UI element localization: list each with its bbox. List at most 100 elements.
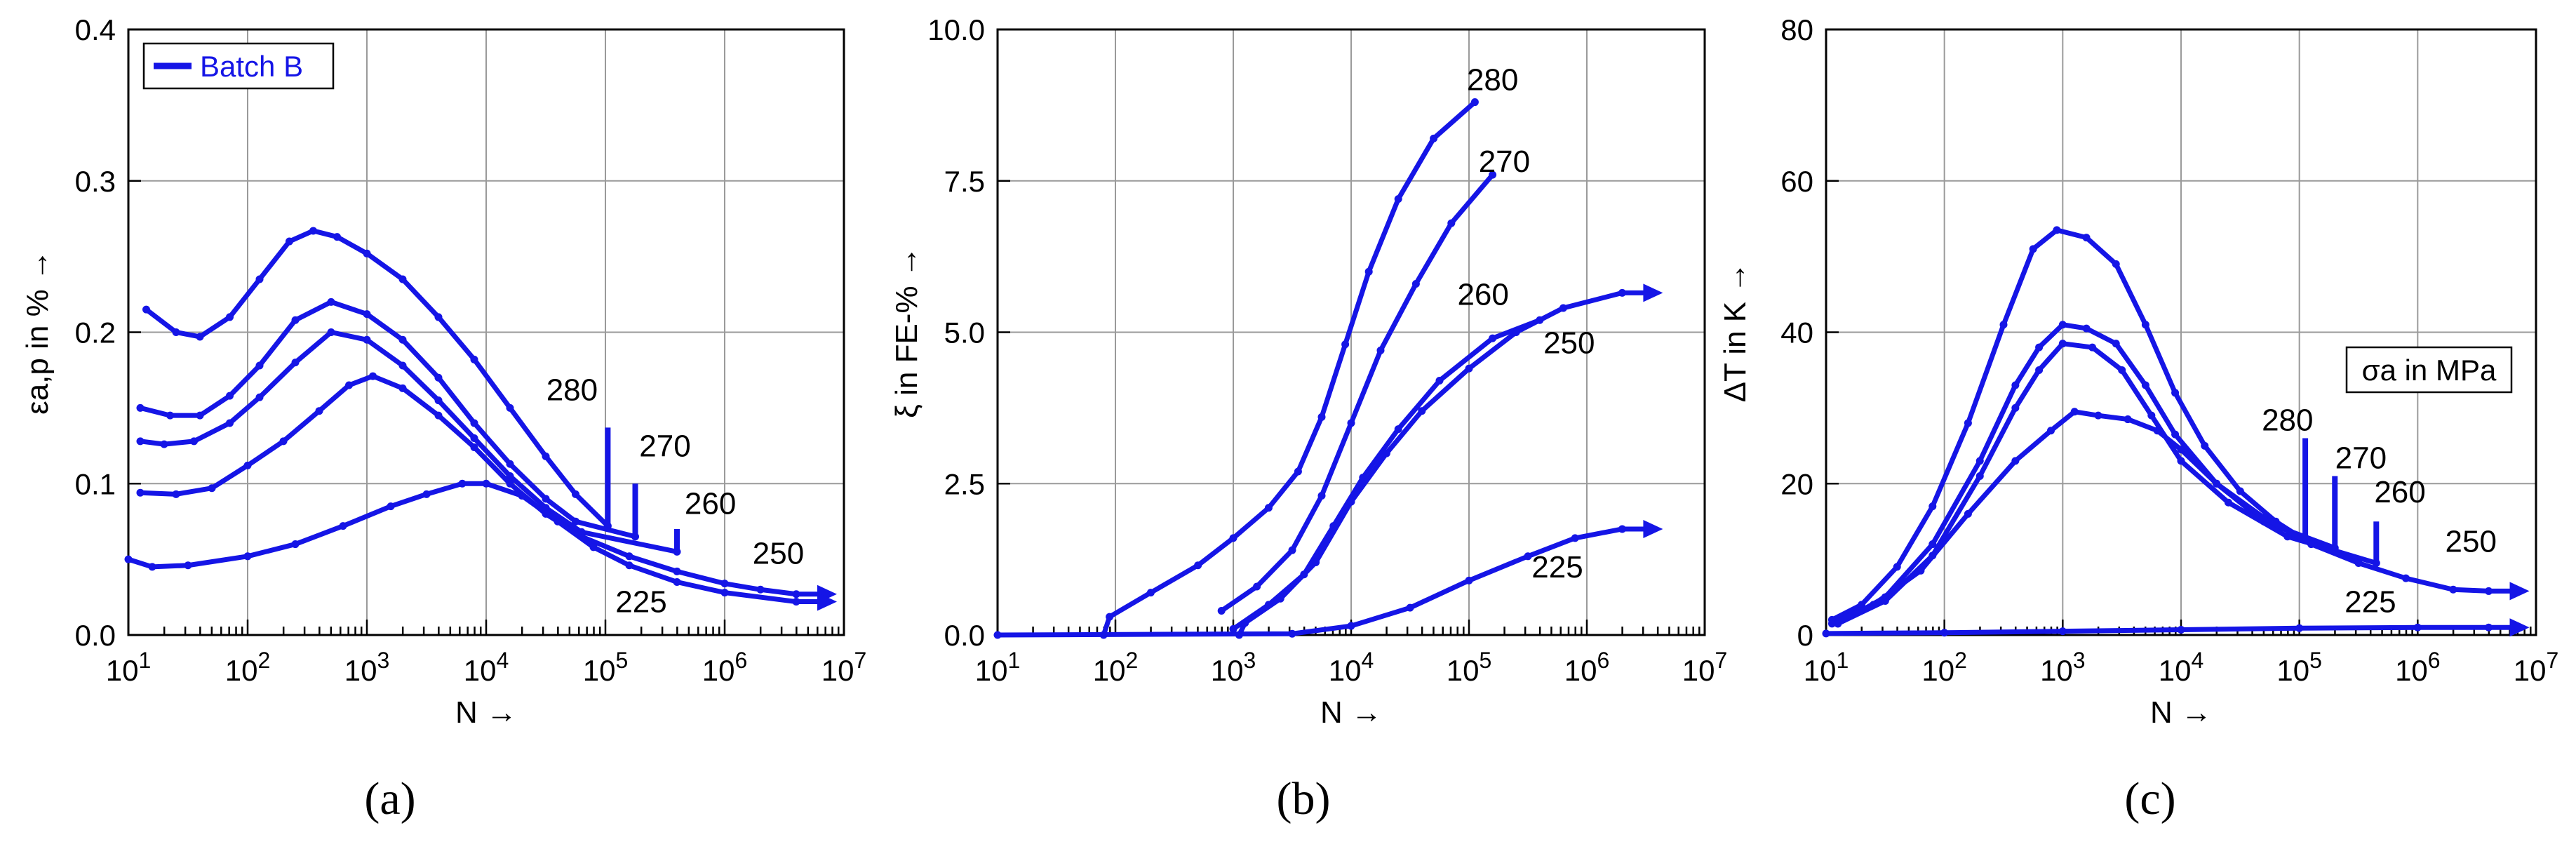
data-point-225 bbox=[518, 492, 526, 500]
data-point-250 bbox=[1418, 407, 1426, 415]
data-point-250 bbox=[1827, 620, 1836, 628]
data-point-260 bbox=[226, 419, 234, 427]
data-point-280 bbox=[1470, 98, 1479, 107]
data-point-225 bbox=[2413, 623, 2422, 631]
data-point-270 bbox=[2035, 343, 2044, 352]
data-point-250 bbox=[2354, 559, 2363, 568]
data-point-280 bbox=[1999, 321, 2008, 329]
data-point-270 bbox=[1447, 219, 1456, 227]
y-tick-label: 0.4 bbox=[75, 13, 116, 46]
panel-label: (a) bbox=[364, 773, 415, 824]
data-point-225 bbox=[422, 490, 431, 498]
data-point-280 bbox=[398, 275, 407, 283]
data-point-280 bbox=[1394, 195, 1402, 203]
data-point-270 bbox=[2171, 430, 2180, 439]
data-point-280 bbox=[2112, 260, 2120, 268]
data-point-260 bbox=[398, 361, 407, 370]
panel-label: (b) bbox=[1277, 773, 1331, 824]
data-point-270 bbox=[1217, 606, 1226, 615]
chart-panel-a: 101 102 103 104 105 106 107 0.0 0.1 0.2 0.3 0.4 N → ε… bbox=[20, 13, 866, 824]
data-point-225 bbox=[2058, 627, 2067, 636]
data-point-250 bbox=[369, 372, 377, 380]
data-point-280 bbox=[255, 275, 264, 283]
stress-label-250: 250 bbox=[1543, 326, 1595, 361]
data-point-260 bbox=[1489, 334, 1497, 342]
data-point-225 bbox=[291, 540, 300, 549]
data-point-280 bbox=[572, 490, 579, 498]
data-point-225 bbox=[1571, 534, 1579, 542]
data-point-270 bbox=[327, 298, 335, 306]
data-point-250 bbox=[434, 411, 443, 420]
runout-arrow-250 bbox=[1643, 283, 1663, 302]
series-line-225 bbox=[995, 526, 1625, 638]
data-point-250 bbox=[2011, 457, 2020, 465]
data-point-280 bbox=[2236, 487, 2244, 495]
x-tick-label: 101 bbox=[975, 648, 1021, 687]
data-point-280 bbox=[226, 313, 234, 321]
data-point-270 bbox=[542, 495, 550, 503]
data-point-280 bbox=[1194, 561, 1202, 570]
data-point-270 bbox=[434, 373, 443, 382]
data-point-270 bbox=[1317, 492, 1326, 500]
data-point-270 bbox=[196, 411, 204, 420]
data-point-280 bbox=[1106, 613, 1114, 621]
plot-frame bbox=[127, 28, 845, 636]
data-point-270 bbox=[136, 403, 145, 412]
x-axis-label: N → bbox=[455, 695, 517, 730]
data-point-250 bbox=[2449, 585, 2457, 594]
data-point-280 bbox=[2141, 321, 2149, 329]
data-point-225 bbox=[554, 517, 562, 526]
data-point-225 bbox=[387, 502, 395, 511]
x-tick-label: 104 bbox=[464, 648, 509, 687]
data-point-280 bbox=[286, 237, 293, 246]
data-point-225 bbox=[124, 555, 133, 563]
data-point-250 bbox=[1917, 566, 1925, 575]
stress-label-260: 260 bbox=[2374, 475, 2425, 509]
data-point-260 bbox=[2088, 343, 2096, 352]
data-point-250 bbox=[2153, 427, 2161, 435]
x-tick-label: 107 bbox=[1682, 648, 1728, 687]
series-line-280 bbox=[1829, 227, 2308, 622]
data-point-280 bbox=[2029, 245, 2037, 253]
y-tick-label: 60 bbox=[1780, 165, 1813, 198]
data-point-250 bbox=[2307, 540, 2316, 549]
data-point-270 bbox=[363, 310, 371, 319]
data-point-280 bbox=[1317, 413, 1326, 421]
data-point-260 bbox=[2147, 411, 2156, 420]
data-point-250 bbox=[506, 479, 514, 488]
data-point-280 bbox=[1146, 589, 1155, 597]
x-tick-label: 106 bbox=[1564, 648, 1610, 687]
legend-label: σa in MPa bbox=[2362, 354, 2497, 387]
data-point-225 bbox=[993, 631, 1002, 639]
data-point-225 bbox=[2295, 624, 2304, 632]
data-point-250 bbox=[1382, 449, 1390, 457]
data-point-270 bbox=[1253, 582, 1261, 591]
stress-label-270: 270 bbox=[1479, 145, 1530, 179]
data-point-250 bbox=[1276, 594, 1284, 603]
runout-arrow-225 bbox=[2509, 618, 2530, 637]
data-point-280 bbox=[2171, 389, 2180, 397]
x-tick-label: 101 bbox=[106, 648, 152, 687]
runout-arrow-225 bbox=[817, 592, 837, 611]
data-point-250 bbox=[136, 488, 145, 497]
data-point-260 bbox=[506, 472, 514, 480]
data-point-225 bbox=[184, 561, 192, 570]
data-point-280 bbox=[196, 333, 204, 341]
data-point-260 bbox=[327, 328, 335, 336]
x-tick-label: 105 bbox=[2276, 648, 2322, 687]
x-axis-label: N → bbox=[1320, 695, 1382, 730]
data-point-260 bbox=[1975, 472, 1984, 480]
stress-label-280: 280 bbox=[546, 373, 598, 408]
data-point-280 bbox=[542, 452, 550, 460]
x-tick-label: 102 bbox=[1093, 648, 1139, 687]
y-tick-label: 0.1 bbox=[75, 467, 116, 500]
y-tick-label: 0.0 bbox=[75, 619, 116, 652]
y-tick-label: 2.5 bbox=[944, 467, 985, 500]
data-point-260 bbox=[1229, 624, 1237, 633]
y-tick-label: 80 bbox=[1780, 13, 1813, 46]
data-point-225 bbox=[339, 522, 347, 530]
data-point-225 bbox=[148, 563, 156, 571]
data-point-270 bbox=[1411, 279, 1420, 288]
runout-arrow-225 bbox=[1643, 519, 1663, 538]
data-point-250 bbox=[720, 580, 729, 588]
